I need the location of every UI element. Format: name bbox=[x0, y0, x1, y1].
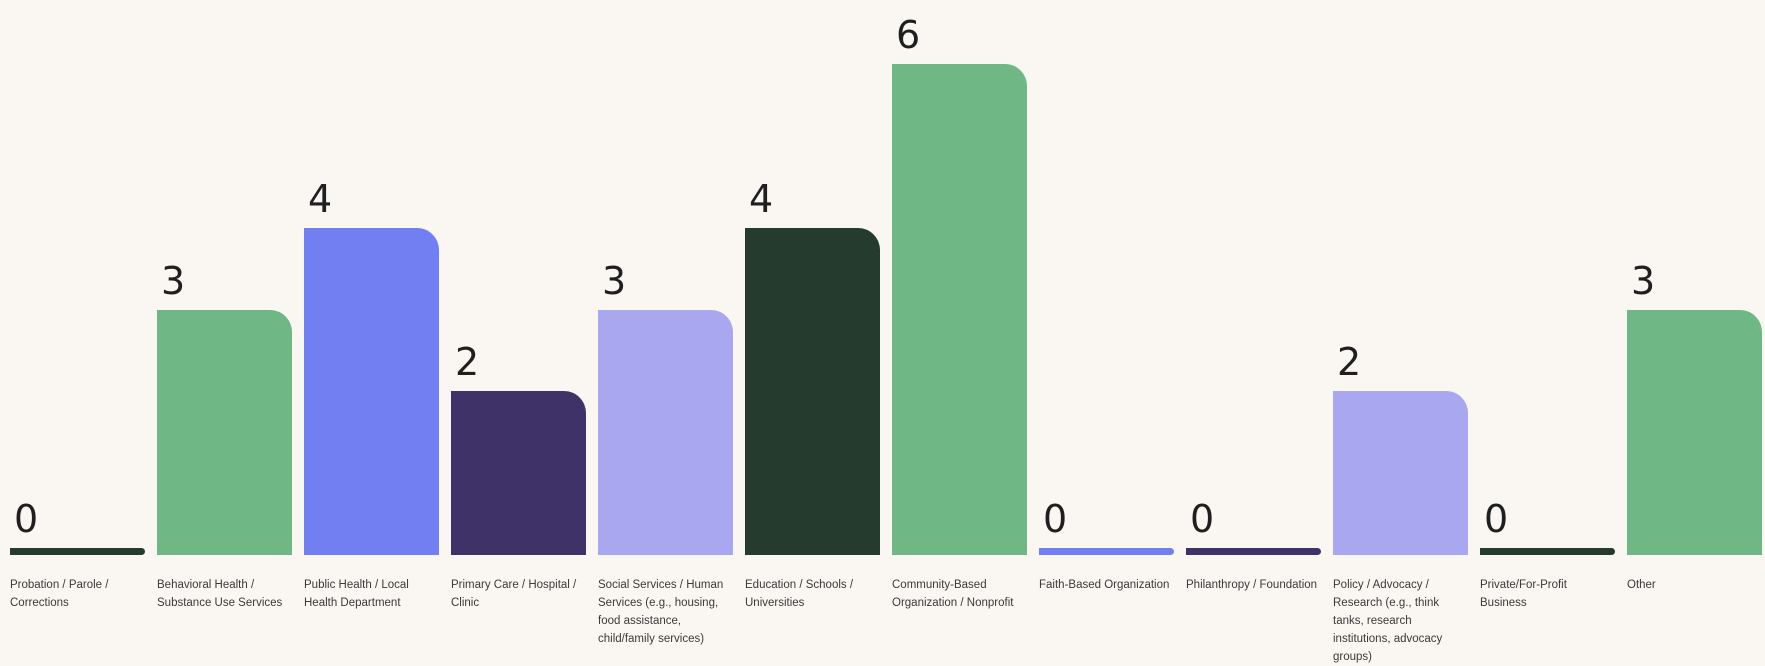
category-label: Probation / Parole / Corrections bbox=[10, 579, 109, 609]
category-label: Policy / Advocacy / Research (e.g., thin… bbox=[1333, 579, 1443, 663]
bar-value-label: 0 bbox=[1190, 497, 1215, 541]
category-label: Private/For-Profit Business bbox=[1480, 579, 1567, 609]
category-label: Education / Schools / Universities bbox=[745, 579, 854, 609]
bar-9 bbox=[1186, 548, 1321, 555]
bar-4 bbox=[451, 391, 586, 555]
bar-value-label: 6 bbox=[896, 13, 921, 57]
bar-5 bbox=[598, 309, 733, 555]
bar-6 bbox=[745, 227, 880, 555]
bar-value-label: 0 bbox=[14, 497, 39, 541]
category-label: Philanthropy / Foundation bbox=[1186, 579, 1318, 591]
bar-value-label: 4 bbox=[749, 176, 774, 221]
category-label: Community-Based Organization / Nonprofit bbox=[892, 579, 1014, 609]
bar-7 bbox=[892, 64, 1027, 555]
bar-3 bbox=[304, 227, 439, 555]
bar-value-label: 0 bbox=[1484, 497, 1509, 541]
bar-value-label: 2 bbox=[455, 340, 480, 385]
category-label: Faith-Based Organization bbox=[1039, 579, 1170, 591]
category-label: Other bbox=[1627, 579, 1656, 591]
category-label: Behavioral Health / Substance Use Servic… bbox=[157, 579, 283, 609]
bar-value-label: 0 bbox=[1043, 497, 1068, 541]
category-label: Social Services / Human Services (e.g., … bbox=[598, 579, 724, 645]
bar-8 bbox=[1039, 548, 1174, 555]
bar-11 bbox=[1480, 548, 1615, 555]
category-label: Public Health / Local Health Department bbox=[304, 579, 409, 609]
bar-value-label: 3 bbox=[1631, 258, 1656, 303]
bar-value-label: 4 bbox=[308, 176, 333, 221]
bar-10 bbox=[1333, 391, 1468, 555]
bar-value-label: 3 bbox=[161, 258, 186, 303]
bar-2 bbox=[157, 309, 292, 555]
bar-value-label: 3 bbox=[602, 258, 627, 303]
bar-12 bbox=[1627, 309, 1762, 555]
bar-value-label: 2 bbox=[1337, 340, 1362, 385]
category-label: Primary Care / Hospital / Clinic bbox=[451, 579, 577, 609]
bar-1 bbox=[10, 548, 145, 555]
